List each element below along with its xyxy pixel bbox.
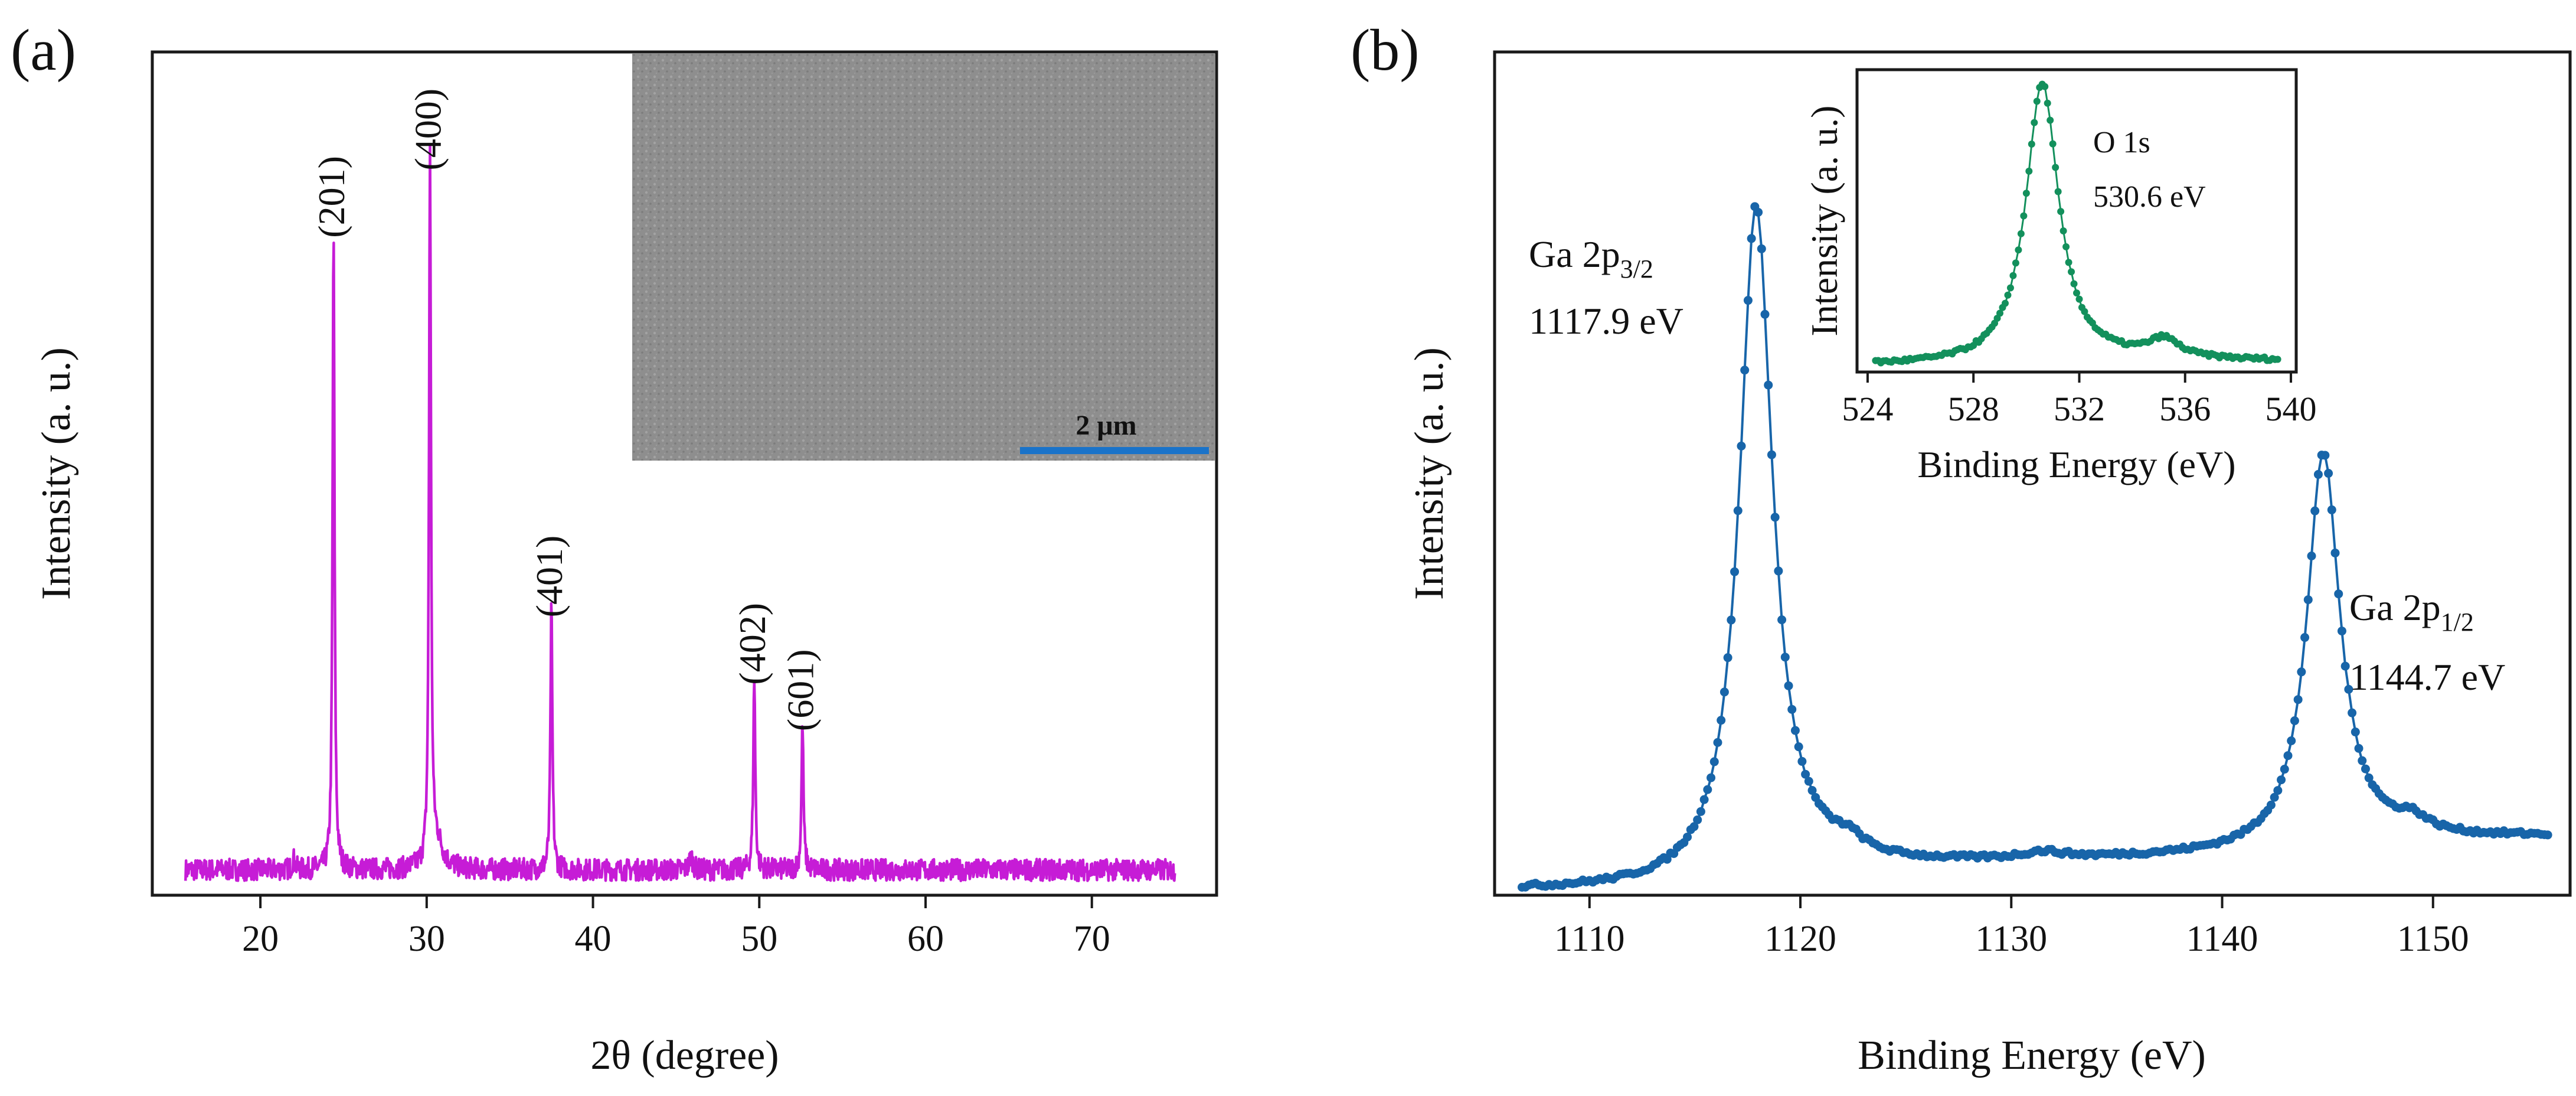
panel-a-x-tick-label-50: 50 xyxy=(741,919,777,959)
xps-seg xyxy=(2303,599,2310,638)
panel-b-plot-frame xyxy=(1493,50,2572,897)
xps-seg xyxy=(1747,238,1753,301)
o1s-point-152 xyxy=(2274,355,2281,363)
inset-ylabel: Intensity (a. u.) xyxy=(1803,106,1845,337)
xps-seg xyxy=(1733,510,1740,572)
ga-2p32-sub: 3/2 xyxy=(1620,255,1653,283)
panel-a-plot-frame xyxy=(151,50,1218,897)
xps-seg xyxy=(1740,370,1746,446)
xps-seg xyxy=(2334,553,2340,594)
o1s-seg xyxy=(2033,101,2038,123)
ga-2p12-value: 1144.7 eV xyxy=(2349,656,2505,698)
o1s-seg xyxy=(2028,143,2033,172)
sem-inset: 2 μm xyxy=(632,54,1215,461)
peak-label-1: (400) xyxy=(407,89,449,171)
ga-2p12-annotation: Ga 2p1/2 1144.7 eV xyxy=(2349,586,2505,698)
xps-seg xyxy=(1777,570,1783,620)
inset-x-tick-label-536: 536 xyxy=(2159,390,2211,428)
xrd-peak-labels: (201) (400) (401) (402)(601) xyxy=(310,89,821,731)
panel-b-x-axis: 1110 1120 1130 1140 1150 xyxy=(1554,895,2469,959)
panel-b-x-tick-label-1120: 1120 xyxy=(1764,919,1836,959)
ga-2p32-name: Ga 2p xyxy=(1529,233,1620,275)
panel-a-ylabel: Intensity (a. u.) xyxy=(34,347,79,600)
panel-b-x-tick-label-1130: 1130 xyxy=(1975,919,2047,959)
o1s-seg xyxy=(2025,171,2030,194)
xps-seg xyxy=(2337,593,2343,631)
xps-seg xyxy=(1770,455,1777,518)
o1s-value: 530.6 eV xyxy=(2093,180,2206,214)
xps-seg xyxy=(2297,671,2303,700)
xps-seg xyxy=(2340,631,2347,667)
panel-b-xlabel: Binding Energy (eV) xyxy=(1858,1033,2206,1078)
ga-2p12-name: Ga 2p xyxy=(2349,586,2441,628)
peak-label-2: (401) xyxy=(528,536,570,618)
svg-text:Ga 2p1/2: Ga 2p1/2 xyxy=(2349,586,2474,637)
panel-a-x-tick-label-40: 40 xyxy=(575,919,612,959)
panel-b-label: (b) xyxy=(1351,17,1420,83)
panel-a-label: (a) xyxy=(11,17,76,83)
inset-x-axis: 524 528 532 536 540 xyxy=(1842,372,2317,428)
xps-seg xyxy=(2300,637,2306,673)
panel-a-x-tick-label-30: 30 xyxy=(408,919,445,959)
xps-seg xyxy=(1784,657,1790,686)
sem-image xyxy=(632,54,1215,461)
o1s-inset: 524 528 532 536 540 Binding Energy (eV) Inte… xyxy=(1803,68,2317,485)
xps-seg xyxy=(1743,300,1750,370)
panel-a-x-axis: 20 30 40 50 60 70 xyxy=(242,895,1110,959)
o1s-seg xyxy=(2022,193,2028,216)
scale-bar xyxy=(1020,447,1209,454)
panel-a-x-tick-label-70: 70 xyxy=(1074,919,1110,959)
xps-seg xyxy=(2330,510,2337,553)
inset-x-tick-label-528: 528 xyxy=(1948,390,1999,428)
panel-b: (b) 1110 1120 1130 1140 1150 Binding Energy … xyxy=(1351,17,2572,1078)
xps-ga2p-series xyxy=(1517,202,2552,892)
panel-a-xlabel: 2θ (degree) xyxy=(590,1033,779,1078)
peak-label-0: (201) xyxy=(310,156,352,238)
inset-plot-frame xyxy=(1855,68,2298,374)
o1s-seg xyxy=(2049,120,2054,144)
svg-text:Ga 2p3/2: Ga 2p3/2 xyxy=(1529,233,1653,283)
o1s-seg xyxy=(2052,143,2057,168)
inset-x-tick-label-540: 540 xyxy=(2266,390,2317,428)
panel-b-x-tick-label-1110: 1110 xyxy=(1554,919,1624,959)
peak-label-3: (402) xyxy=(731,603,773,685)
xps-seg xyxy=(1757,212,1763,249)
xps-seg xyxy=(1760,249,1766,315)
o1s-seg xyxy=(2054,167,2060,192)
inset-x-tick-label-524: 524 xyxy=(1842,390,1893,428)
xps-seg xyxy=(1737,446,1743,511)
o1s-seg xyxy=(2031,122,2035,145)
panel-a-x-tick-label-60: 60 xyxy=(907,919,944,959)
xps-point-304 xyxy=(2543,830,2552,840)
xps-seg xyxy=(2313,474,2320,511)
o1s-point-77 xyxy=(2075,295,2083,303)
scale-bar-label: 2 μm xyxy=(1075,410,1136,441)
xrd-line xyxy=(184,145,1176,882)
inset-x-tick-label-532: 532 xyxy=(2054,390,2105,428)
xps-seg xyxy=(1774,517,1780,572)
panel-b-x-tick-label-1140: 1140 xyxy=(2186,919,2258,959)
xps-seg xyxy=(1727,619,1732,658)
xps-seg xyxy=(2310,511,2316,556)
panel-b-ylabel: Intensity (a. u.) xyxy=(1407,347,1452,600)
xps-seg xyxy=(2327,473,2333,510)
xps-seg xyxy=(1730,572,1736,621)
panel-a: (a) 2 μm 20 30 40 50 60 70 2θ (degree) Intens… xyxy=(11,17,1218,1078)
o1s-name: O 1s xyxy=(2093,126,2150,159)
panel-a-x-tick-label-20: 20 xyxy=(242,919,279,959)
ga-2p12-sub: 1/2 xyxy=(2441,608,2474,637)
inset-xlabel: Binding Energy (eV) xyxy=(1917,443,2235,485)
xps-seg xyxy=(1767,385,1773,455)
ga-2p32-value: 1117.9 eV xyxy=(1529,300,1683,342)
peak-label-4: (601) xyxy=(780,649,822,731)
xps-seg xyxy=(1764,314,1770,386)
xps-o1s-series xyxy=(1872,80,2281,367)
panel-b-x-tick-label-1150: 1150 xyxy=(2397,919,2469,959)
xps-seg xyxy=(2307,556,2313,600)
ga-2p32-annotation: Ga 2p3/2 1117.9 eV xyxy=(1529,233,1683,342)
xps-seg xyxy=(1723,657,1730,693)
xps-seg xyxy=(1719,691,1726,720)
xps-seg xyxy=(1780,619,1787,658)
